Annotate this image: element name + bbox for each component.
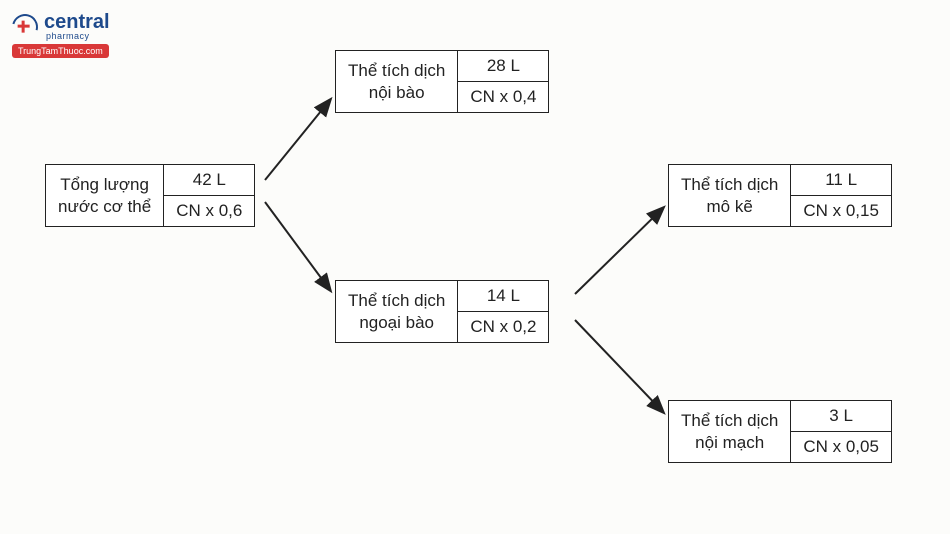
node-label: Tổng lượngnước cơ thể	[46, 165, 164, 226]
node-value: 3 L	[791, 401, 891, 432]
node-formula: CN x 0,15	[791, 196, 891, 226]
node-label: Thể tích dịchnội mạch	[669, 401, 791, 462]
brand-logo: central pharmacy TrungTamThuoc.com	[12, 12, 110, 59]
node-value: 11 L	[791, 165, 891, 196]
node-value: 14 L	[458, 281, 548, 312]
node-formula: CN x 0,6	[164, 196, 254, 226]
node-intracellular-volume: Thể tích dịchnội bào 28 L CN x 0,4	[335, 50, 549, 113]
node-formula: CN x 0,05	[791, 432, 891, 462]
node-label: Thể tích dịchnội bào	[336, 51, 458, 112]
node-value: 42 L	[164, 165, 254, 196]
logo-brand-text: central	[44, 12, 110, 32]
logo-badge: TrungTamThuoc.com	[12, 44, 109, 58]
node-extracellular-volume: Thể tích dịchngoại bào 14 L CN x 0,2	[335, 280, 549, 343]
logo-sub-text: pharmacy	[46, 32, 110, 41]
node-total-body-water: Tổng lượngnước cơ thể 42 L CN x 0,6	[45, 164, 255, 227]
node-formula: CN x 0,4	[458, 82, 548, 112]
logo-mark-icon	[7, 9, 43, 45]
node-value: 28 L	[458, 51, 548, 82]
edge-arrow	[575, 208, 663, 294]
edge-arrow	[265, 100, 330, 180]
node-intravascular-volume: Thể tích dịchnội mạch 3 L CN x 0,05	[668, 400, 892, 463]
node-label: Thể tích dịchngoại bào	[336, 281, 458, 342]
edge-arrow	[265, 202, 330, 290]
node-interstitial-volume: Thể tích dịchmô kẽ 11 L CN x 0,15	[668, 164, 892, 227]
node-formula: CN x 0,2	[458, 312, 548, 342]
node-label: Thể tích dịchmô kẽ	[669, 165, 791, 226]
edge-arrow	[575, 320, 663, 412]
